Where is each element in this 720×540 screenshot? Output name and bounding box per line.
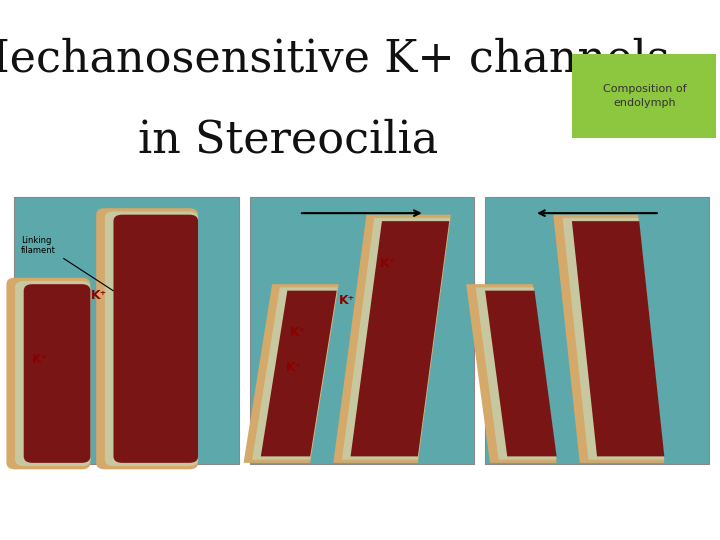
Polygon shape <box>466 284 557 463</box>
Polygon shape <box>562 218 665 460</box>
Polygon shape <box>476 287 557 460</box>
FancyBboxPatch shape <box>6 278 90 469</box>
Polygon shape <box>351 221 449 456</box>
Text: K⁺: K⁺ <box>290 326 306 339</box>
FancyBboxPatch shape <box>572 54 716 138</box>
Polygon shape <box>342 218 450 460</box>
Polygon shape <box>261 291 337 456</box>
Polygon shape <box>485 291 557 456</box>
FancyBboxPatch shape <box>96 208 198 469</box>
Text: Mechanosensitive K+ channels: Mechanosensitive K+ channels <box>0 38 670 81</box>
FancyBboxPatch shape <box>15 281 91 466</box>
Text: in Stereocilia: in Stereocilia <box>138 119 438 162</box>
Text: K⁺: K⁺ <box>32 353 49 366</box>
Polygon shape <box>243 284 339 463</box>
FancyBboxPatch shape <box>114 215 198 463</box>
Text: K⁺: K⁺ <box>91 289 107 302</box>
Text: Linking
filament: Linking filament <box>21 236 56 255</box>
FancyBboxPatch shape <box>14 197 239 464</box>
Text: K⁺: K⁺ <box>339 294 356 307</box>
Text: K⁺: K⁺ <box>379 256 396 269</box>
Text: Composition of
endolymph: Composition of endolymph <box>603 84 686 108</box>
FancyBboxPatch shape <box>485 197 709 464</box>
FancyBboxPatch shape <box>105 212 198 466</box>
Polygon shape <box>553 215 665 463</box>
FancyBboxPatch shape <box>250 197 474 464</box>
Polygon shape <box>333 215 451 463</box>
FancyBboxPatch shape <box>24 284 91 463</box>
Polygon shape <box>252 287 338 460</box>
Text: K⁺: K⁺ <box>286 361 302 374</box>
Polygon shape <box>572 221 665 456</box>
